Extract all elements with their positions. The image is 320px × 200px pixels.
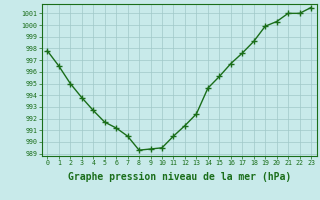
X-axis label: Graphe pression niveau de la mer (hPa): Graphe pression niveau de la mer (hPa)	[68, 172, 291, 182]
